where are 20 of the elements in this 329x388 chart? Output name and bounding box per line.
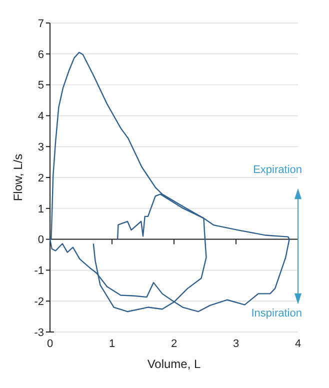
x-tick-label: 4 bbox=[294, 338, 302, 350]
x-tick-label: 2 bbox=[170, 338, 178, 350]
y-tick-label: -1 bbox=[34, 265, 44, 278]
y-tick-label: -3 bbox=[34, 326, 44, 339]
y-tick-label: 4 bbox=[38, 110, 44, 123]
y-tick-label: -2 bbox=[34, 296, 44, 308]
annotation: Inspiration bbox=[251, 308, 302, 320]
y-tick-label: 6 bbox=[38, 48, 44, 61]
y-tick-label: 0 bbox=[38, 234, 44, 246]
y-axis-title: Flow, L/s bbox=[11, 154, 25, 202]
x-tick-label: 1 bbox=[108, 338, 116, 350]
x-tick-label: 0 bbox=[46, 338, 54, 350]
y-tick-label: 5 bbox=[38, 80, 44, 92]
x-axis-title: Volume, L bbox=[147, 357, 202, 371]
y-tick-label: 7 bbox=[38, 18, 44, 30]
annotation: Expiration bbox=[253, 164, 302, 176]
y-tick-label: 3 bbox=[38, 141, 44, 154]
x-tick-label: 3 bbox=[232, 338, 240, 350]
y-tick-label: 2 bbox=[38, 172, 44, 184]
y-tick-label: 1 bbox=[38, 203, 44, 216]
